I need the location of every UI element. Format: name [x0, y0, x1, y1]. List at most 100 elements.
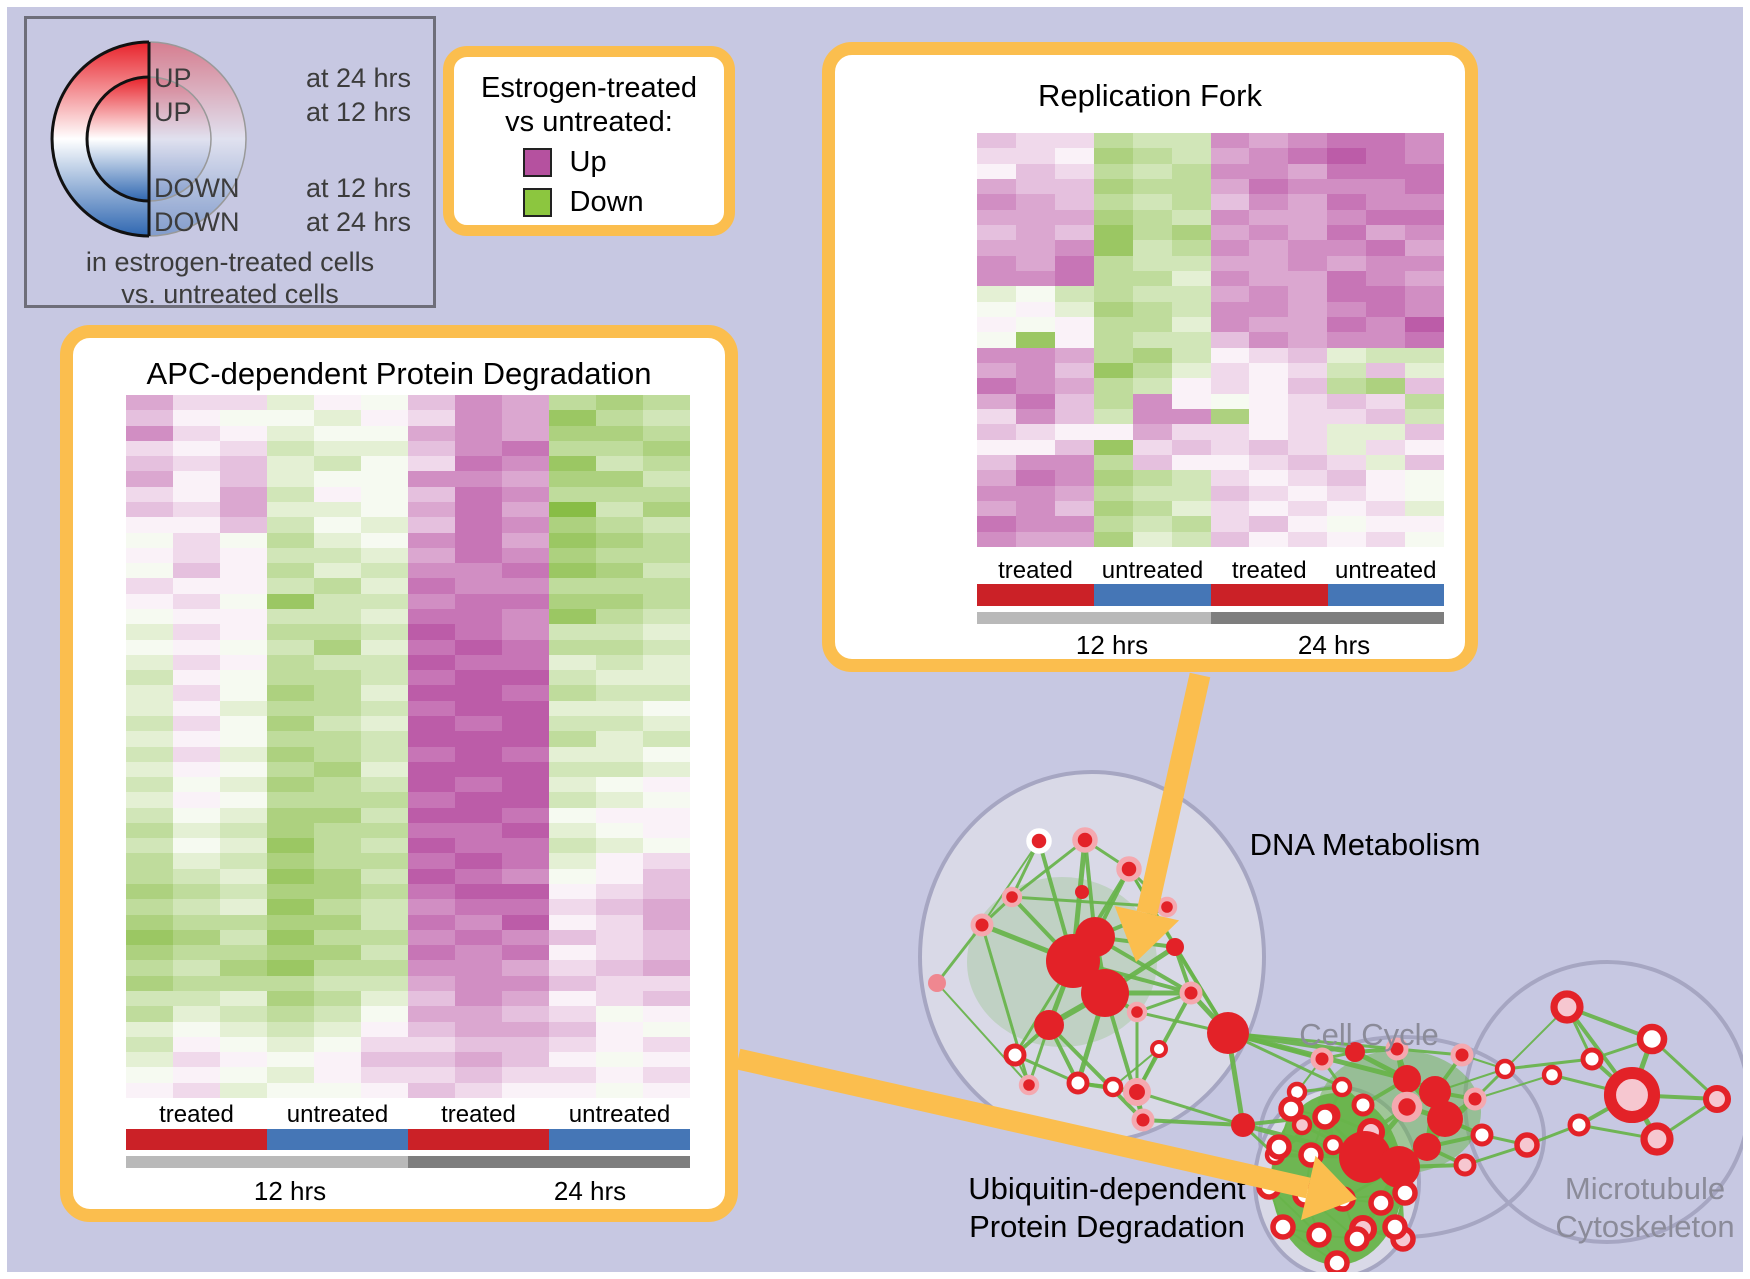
- heatmap-cell: [502, 440, 549, 457]
- heatmap-cell: [596, 807, 643, 823]
- heatmap-cell: [596, 715, 643, 732]
- heatmap-cell: [361, 975, 408, 992]
- heatmap-cell: [220, 593, 267, 609]
- legend-footer-line2: vs. untreated cells: [121, 279, 339, 309]
- heatmap-cell: [596, 945, 643, 961]
- heatmap-cell: [549, 593, 596, 609]
- heatmap-cell: [455, 532, 502, 548]
- heatmap-cell: [643, 501, 690, 518]
- heatmap-cell: [643, 608, 690, 625]
- heatmap-cell: [1405, 470, 1444, 486]
- heatmap-cell: [220, 501, 267, 518]
- heatmap-cell: [1327, 408, 1367, 425]
- heatmap-cell: [220, 853, 267, 869]
- heatmap-cell: [267, 608, 314, 625]
- heatmap-cell: [1288, 347, 1328, 363]
- network-edge: [1047, 1023, 1145, 1122]
- heatmap-cell: [1054, 531, 1094, 547]
- heatmap-cell: [173, 899, 220, 915]
- heatmap-cell: [455, 624, 502, 640]
- heatmap-cell: [220, 685, 267, 701]
- heatmap-cell: [1171, 148, 1211, 164]
- heatmap-cell: [455, 761, 502, 778]
- heatmap-cell: [1210, 332, 1250, 348]
- heatmap-cell: [1054, 178, 1094, 195]
- heatmap-cell: [1132, 209, 1172, 225]
- heatmap-cell: [408, 563, 455, 579]
- heatmap-cell: [267, 685, 314, 701]
- heatmap-cell: [126, 486, 173, 502]
- heatmap-cell: [977, 408, 1016, 425]
- heatmap-cell: [977, 286, 1016, 302]
- heatmap-cell: [361, 685, 408, 701]
- network-node: [1427, 1101, 1463, 1137]
- heatmap-cell: [126, 777, 173, 793]
- heatmap-cell: [549, 975, 596, 992]
- heatmap-cell: [1171, 439, 1211, 455]
- heatmap-cell: [126, 1067, 173, 1083]
- color-key-label: Down: [569, 186, 644, 218]
- heatmap-cell: [361, 1082, 408, 1098]
- heatmap-cell: [314, 853, 361, 869]
- updown-direction-label: UP: [154, 97, 192, 127]
- heatmap-cell: [1327, 178, 1367, 195]
- panel-title-replication-fork: Replication Fork: [1038, 78, 1262, 113]
- heatmap-cell: [314, 670, 361, 686]
- heatmap-cell: [502, 715, 549, 732]
- heatmap-cell: [1249, 454, 1289, 471]
- heatmap-cell: [1132, 316, 1172, 333]
- heatmap-cell: [361, 456, 408, 472]
- heatmap-cell: [1405, 224, 1444, 241]
- heatmap-cell: [502, 624, 549, 640]
- heatmap-cell: [1093, 454, 1133, 471]
- heatmap-cell: [173, 532, 220, 548]
- heatmap-cell: [549, 838, 596, 854]
- heatmap-cell: [1015, 240, 1055, 256]
- heatmap-cell: [502, 608, 549, 625]
- heatmap-cell: [173, 792, 220, 808]
- heatmap-cell: [549, 731, 596, 747]
- heatmap-cell: [408, 1082, 455, 1098]
- heatmap-cell: [126, 410, 173, 426]
- heatmap-cell: [1054, 224, 1094, 241]
- heatmap-cell: [1132, 347, 1172, 363]
- heatmap-cell: [455, 991, 502, 1007]
- heatmap-cell: [126, 761, 173, 778]
- heatmap-cell: [1366, 194, 1406, 210]
- heatmap-cell: [643, 593, 690, 609]
- heatmap-cell: [549, 547, 596, 564]
- heatmap-cell: [314, 945, 361, 961]
- heatmap-cell: [1327, 163, 1367, 179]
- heatmap-cell: [267, 853, 314, 869]
- heatmap-cell: [408, 410, 455, 426]
- heatmap-cell: [549, 1036, 596, 1053]
- heatmap-cell: [1054, 500, 1094, 517]
- heatmap-cell: [643, 700, 690, 716]
- heatmap-cell: [408, 547, 455, 564]
- heatmap-cell: [455, 975, 502, 992]
- heatmap-cell: [361, 670, 408, 686]
- network-node: [1166, 938, 1184, 956]
- heatmap-cell: [1288, 500, 1328, 517]
- heatmap-cell: [1366, 240, 1406, 256]
- heatmap-cell: [1366, 270, 1406, 287]
- heatmap-cell: [220, 960, 267, 976]
- heatmap-cell: [1093, 224, 1133, 241]
- heatmap-cell: [220, 440, 267, 457]
- heatmap-cell: [220, 563, 267, 579]
- heatmap-cell: [1093, 178, 1133, 195]
- heatmap-cell: [267, 929, 314, 946]
- heatmap-cell: [1015, 270, 1055, 287]
- heatmap-cell: [1015, 362, 1055, 379]
- heatmap-cell: [596, 425, 643, 441]
- heatmap-cell: [1288, 316, 1328, 333]
- heatmap-cell: [173, 914, 220, 930]
- heatmap-cell: [977, 500, 1016, 517]
- heatmap-cell: [173, 884, 220, 900]
- heatmap-cell: [267, 777, 314, 793]
- heatmap-cell: [1093, 194, 1133, 210]
- heatmap-cell: [1327, 531, 1367, 547]
- heatmap-cell: [126, 1006, 173, 1022]
- heatmap-cell: [549, 715, 596, 732]
- heatmap-cell: [1015, 500, 1055, 517]
